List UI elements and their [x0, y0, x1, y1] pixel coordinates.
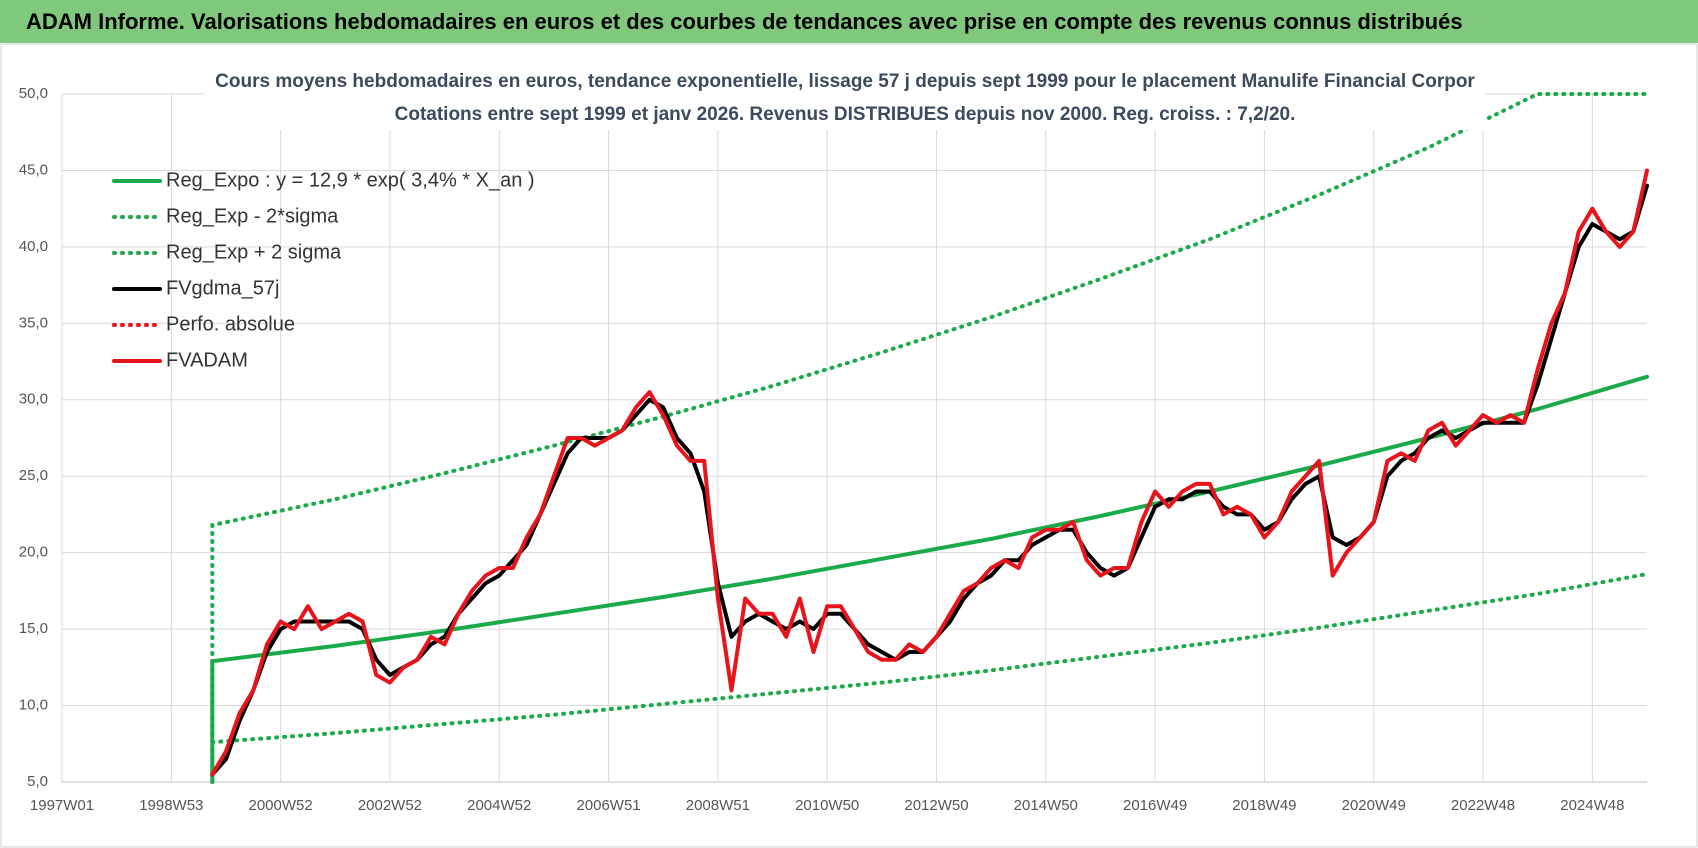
- y-tick-label: 30,0: [19, 391, 48, 408]
- y-tick-label: 10,0: [19, 697, 48, 714]
- x-tick-label: 2004W52: [467, 797, 531, 814]
- x-tick-label: 2008W51: [686, 797, 750, 814]
- y-tick-label: 35,0: [19, 314, 48, 331]
- y-tick-label: 45,0: [19, 161, 48, 178]
- x-tick-label: 2020W49: [1342, 797, 1406, 814]
- y-tick-label: 5,0: [27, 773, 48, 790]
- y-tick-label: 20,0: [19, 544, 48, 561]
- x-tick-label: 2012W50: [904, 797, 968, 814]
- legend-label: FVADAM: [166, 349, 248, 371]
- header: ADAM Informe. Valorisations hebdomadaire…: [0, 0, 1698, 43]
- x-tick-label: 2000W52: [249, 797, 313, 814]
- series-line: [210, 374, 1649, 784]
- x-tick-label: 1997W01: [30, 797, 94, 814]
- x-tick-label: 2010W50: [795, 797, 859, 814]
- x-tick-label: 2022W48: [1451, 797, 1515, 814]
- y-tick-label: 15,0: [19, 620, 48, 637]
- title-box: [205, 60, 1485, 130]
- x-tick-label: 2018W49: [1232, 797, 1296, 814]
- x-tick-label: 2002W52: [358, 797, 422, 814]
- chart-frame: [0, 43, 1698, 848]
- chart: 5,0 10,0 15,0 20,0 25,0 30,0 35,0 40,0 45,0 50,0 1…: [0, 43, 1698, 848]
- legend-label: Reg_Exp + 2 sigma: [166, 241, 342, 263]
- legend-label: Reg_Exp - 2*sigma: [166, 205, 339, 227]
- chart-subtitle: Cotations entre sept 1999 et janv 2026. …: [395, 104, 1296, 125]
- legend-label: FVgdma_57j: [166, 277, 279, 299]
- x-tick-label: 2014W50: [1014, 797, 1078, 814]
- legend-label: Perfo. absolue: [166, 313, 295, 335]
- x-tick-label: 2024W48: [1560, 797, 1624, 814]
- y-tick-label: 25,0: [19, 467, 48, 484]
- x-tick-label: 2016W49: [1123, 797, 1187, 814]
- x-tick-label: 1998W53: [139, 797, 203, 814]
- y-tick-label: 40,0: [19, 238, 48, 255]
- series-line: [210, 572, 1649, 745]
- series-line: [210, 168, 1649, 777]
- x-tick-label: 2006W51: [576, 797, 640, 814]
- chart-title: Cours moyens hebdomadaires en euros, ten…: [215, 71, 1475, 92]
- y-tick-label: 50,0: [19, 85, 48, 102]
- legend-label: Reg_Expo : y = 12,9 * exp( 3,4% * X_an ): [166, 169, 535, 191]
